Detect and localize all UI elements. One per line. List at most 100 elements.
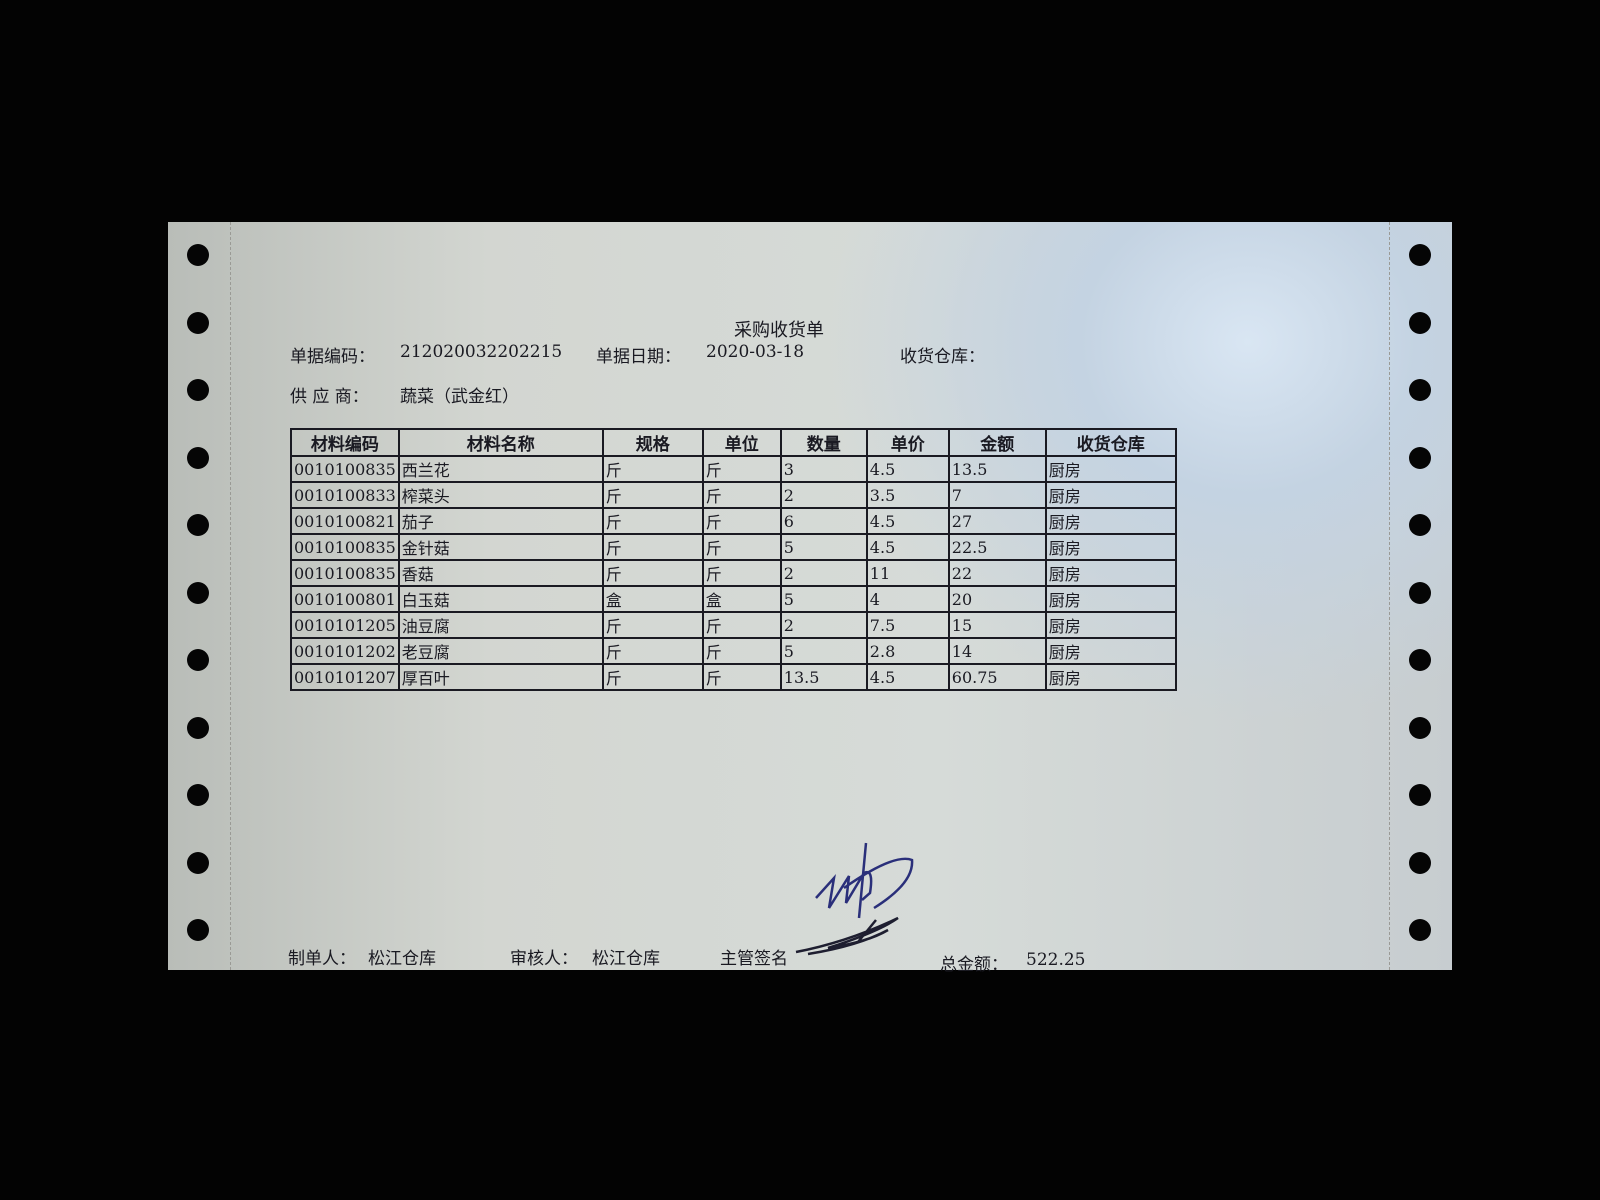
table-cell: 斤 (601, 507, 704, 535)
table-cell: 斤 (701, 559, 782, 587)
tractor-hole (187, 851, 209, 874)
supervisor-signature-scribble (815, 842, 914, 919)
table-cell: 斤 (701, 663, 782, 691)
reviewer: 松江仓库 (592, 949, 660, 969)
items-table: 材料编码 材料名称 规格 单位 数量 单价 金额 收货仓库 0010100835 西兰花斤斤 3 4… (290, 428, 1177, 691)
table-cell: 斤 (701, 611, 782, 639)
table-cell: 2.8 (865, 637, 950, 665)
tractor-hole (187, 446, 209, 469)
tractor-hole (187, 379, 209, 401)
table-cell: 5 (779, 533, 868, 561)
supplier-label: 供 应 商： (290, 387, 369, 407)
supervisor-label: 主管签名 (720, 949, 788, 969)
total-label: 总金额： (940, 955, 1008, 975)
table-cell: 0010100833 (290, 481, 400, 509)
table-cell: 斤 (601, 533, 704, 561)
table-header-row: 材料编码 材料名称 规格 单位 数量 单价 金额 收货仓库 (290, 428, 1177, 457)
table-cell: 5 (779, 637, 868, 665)
table-cell: 6 (779, 507, 868, 535)
tractor-hole (187, 919, 209, 941)
table-cell: 7.5 (865, 611, 950, 639)
doc-no: 212020032202215 (400, 342, 563, 362)
table-cell: 斤 (601, 637, 704, 665)
column-header: 材料名称 (397, 428, 604, 457)
supplier: 蔬菜（武金红） (400, 387, 519, 407)
table-cell: 斤 (701, 507, 782, 535)
table-cell: 厨房 (1044, 481, 1177, 509)
table-cell: 20 (947, 585, 1047, 613)
table-cell: 2 (779, 559, 868, 587)
maker: 松江仓库 (368, 949, 436, 969)
table-cell: 斤 (701, 481, 782, 509)
table-cell: 0010101205 (290, 611, 400, 639)
total: 522.25 (1026, 950, 1086, 970)
tractor-hole (187, 311, 209, 334)
table-cell: 白玉菇 (397, 585, 604, 613)
tractor-hole (1409, 784, 1431, 806)
table-cell: 2 (779, 481, 868, 509)
table-cell: 厨房 (1044, 611, 1177, 639)
table-cell: 0010100835 (290, 533, 400, 561)
table-row: 0010100835 金针菇斤斤 5 4.5 22.5 厨房 (290, 533, 1177, 561)
column-header: 单价 (865, 428, 950, 457)
table-cell: 0010101202 (290, 637, 400, 665)
warehouse-label: 收货仓库： (900, 347, 985, 367)
column-header: 金额 (947, 428, 1047, 457)
table-cell: 15 (947, 611, 1047, 639)
signature-scribble (795, 916, 899, 956)
table-cell: 厨房 (1044, 455, 1177, 483)
table-cell: 0010100801 (290, 585, 400, 613)
receipt-paper: 采购收货单 单据编码： 212020032202215 单据日期： 2020-0… (168, 222, 1452, 975)
table-cell: 0010101207 (290, 663, 400, 691)
tractor-hole (187, 514, 209, 536)
table-cell: 27 (947, 507, 1047, 535)
column-header: 规格 (601, 428, 704, 457)
column-header: 数量 (779, 428, 868, 457)
left-tractor-strip (168, 222, 231, 970)
tractor-hole (187, 716, 209, 739)
tractor-hole (1409, 919, 1431, 941)
tractor-hole (1409, 311, 1431, 334)
column-header: 材料编码 (290, 428, 400, 457)
tractor-hole (1409, 581, 1431, 604)
table-cell: 厨房 (1044, 533, 1177, 561)
table-cell: 22 (947, 559, 1047, 587)
table-row: 0010100801 白玉菇盒盒 5 4 20 厨房 (290, 585, 1177, 613)
table-cell: 厨房 (1044, 559, 1177, 587)
table-cell: 斤 (601, 481, 704, 509)
table-cell: 斤 (701, 533, 782, 561)
table-cell: 5 (779, 585, 868, 613)
tractor-hole (1409, 244, 1431, 266)
table-cell: 厨房 (1044, 585, 1177, 613)
table-cell: 香菇 (397, 559, 604, 587)
table-row: 0010100835 香菇斤斤 2 11 22 厨房 (290, 559, 1177, 587)
table-cell: 厨房 (1044, 663, 1177, 691)
table-cell: 西兰花 (397, 455, 604, 483)
table-cell: 4.5 (865, 663, 950, 691)
table-row: 0010101207 厚百叶斤斤 13.5 4.5 60.75 厨房 (290, 663, 1177, 691)
table-cell: 13.5 (947, 455, 1047, 483)
table-cell: 3 (779, 455, 868, 483)
column-header: 收货仓库 (1044, 428, 1177, 457)
document-title: 采购收货单 (734, 320, 824, 341)
tractor-hole (187, 649, 209, 671)
table-cell: 4 (865, 585, 950, 613)
right-tractor-strip (1389, 222, 1452, 970)
table-cell: 厨房 (1044, 507, 1177, 535)
date-label: 单据日期： (596, 347, 681, 367)
reviewer-label: 审核人： (510, 949, 578, 969)
table-cell: 0010100835 (290, 455, 400, 483)
table-cell: 斤 (601, 663, 704, 691)
table-row: 0010100821 茄子斤斤 6 4.5 27 厨房 (290, 507, 1177, 535)
tractor-hole (187, 244, 209, 266)
table-cell: 60.75 (947, 663, 1047, 691)
tractor-hole (1409, 716, 1431, 739)
table-cell: 3.5 (865, 481, 950, 509)
table-cell: 11 (865, 559, 950, 587)
tractor-hole (1409, 649, 1431, 671)
table-row: 0010100835 西兰花斤斤 3 4.5 13.5 厨房 (290, 455, 1177, 483)
table-cell: 金针菇 (397, 533, 604, 561)
maker-label: 制单人： (288, 949, 356, 969)
table-cell: 7 (947, 481, 1047, 509)
tractor-hole (1409, 446, 1431, 469)
